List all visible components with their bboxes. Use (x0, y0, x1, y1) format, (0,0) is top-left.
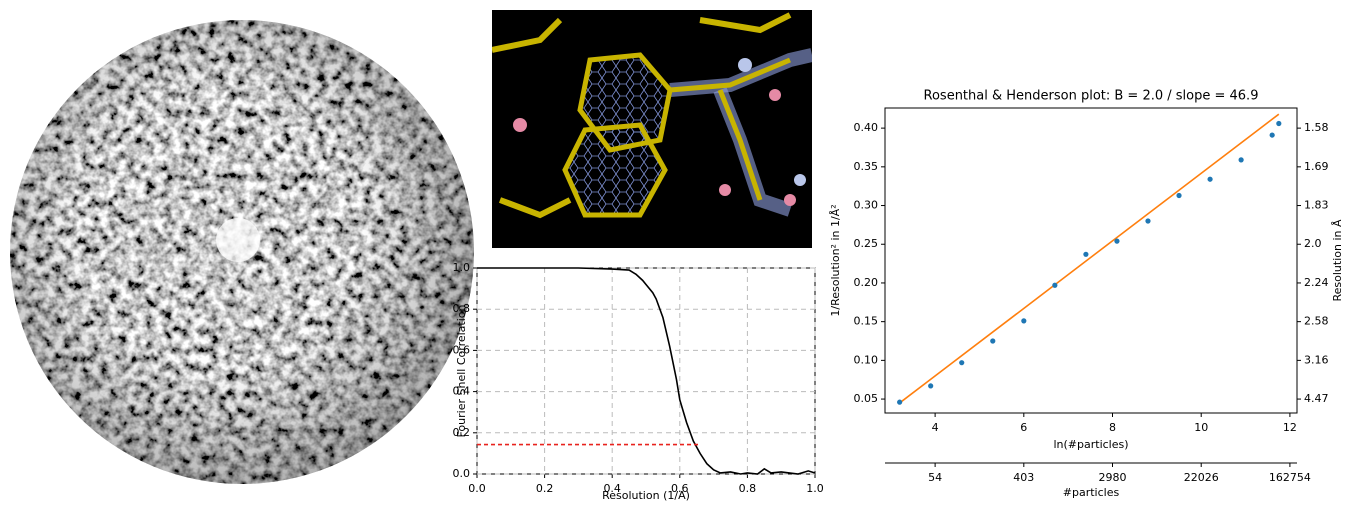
fit-line (899, 113, 1280, 404)
data-point (1176, 192, 1182, 199)
x-axis-label: ln(#particles) (1053, 438, 1128, 451)
x-tick-label: 0.8 (739, 482, 757, 495)
fsc-line (477, 267, 816, 475)
data-point (1276, 120, 1282, 127)
data-point (928, 383, 934, 389)
x-tick-label: 0.2 (536, 482, 554, 495)
y2-tick-label: 1.83 (1304, 199, 1329, 212)
plot-frame (476, 267, 816, 475)
x-tick-label: 0.0 (468, 482, 486, 495)
y-tick-label: 0.6 (453, 343, 471, 356)
density-image (492, 10, 812, 248)
data-point (990, 338, 996, 344)
map-rendering (10, 20, 474, 484)
y-tick-label: 0.4 (453, 385, 471, 398)
y-tick-label: 0.35 (854, 160, 879, 173)
y-tick-label: 0.25 (854, 237, 879, 250)
x2-tick-label: 403 (1013, 471, 1034, 484)
y-tick-label: 0.8 (453, 302, 471, 315)
x-tick-label: 1.0 (806, 482, 824, 495)
data-point (1269, 132, 1275, 138)
x-tick-label: 4 (932, 421, 939, 434)
data-point (1207, 176, 1213, 182)
charts: 0.0 0.2 0.4 0.6 0.8 1.0 0.0 0.2 0.4 0.6 0.8 1.0 Reso… (453, 89, 1345, 503)
plot-frame (884, 107, 1298, 414)
y2-axis-label: Resolution in Å (1331, 219, 1344, 301)
y2-tick-label: 2.24 (1304, 276, 1329, 289)
y-tick-label: 0.30 (854, 199, 879, 212)
x-tick-label: 10 (1194, 421, 1208, 434)
y-tick-label: 0.15 (854, 315, 879, 328)
y2-tick-label: 2.0 (1304, 237, 1322, 250)
x2-tick-label: 22026 (1184, 471, 1219, 484)
x-tick-label: 0.4 (603, 482, 621, 495)
x-tick-label: 8 (1109, 421, 1116, 434)
y-tick-label: 1.0 (453, 261, 471, 274)
x-tick-label: 12 (1283, 421, 1297, 434)
y-axis-label: 1/Resolution² in 1/Å² (829, 204, 842, 316)
y2-tick-label: 1.58 (1304, 121, 1329, 134)
chart-title: Rosenthal & Henderson plot: B = 2.0 / sl… (924, 89, 1259, 104)
data-point (1114, 238, 1120, 244)
x-tick-label: 0.6 (671, 482, 689, 495)
y-tick-label: 0.10 (854, 353, 879, 366)
x2-tick-label: 54 (928, 471, 942, 484)
data-point (1052, 282, 1058, 288)
x2-tick-label: 2980 (1099, 471, 1127, 484)
y2-tick-label: 1.69 (1304, 160, 1329, 173)
y-tick-label: 0.2 (453, 426, 471, 439)
x2-axis-label: #particles (1063, 486, 1120, 499)
x2-tick-label: 162754 (1269, 471, 1311, 484)
data-point (897, 399, 903, 405)
y-tick-label: 0.05 (854, 392, 879, 405)
y2-tick-label: 2.58 (1304, 315, 1329, 328)
data-point (1021, 318, 1027, 324)
data-point (1145, 218, 1151, 224)
y-tick-label: 0.40 (854, 121, 879, 134)
x-tick-label: 6 (1020, 421, 1027, 434)
x-axis-label: Resolution (1/A) (602, 489, 690, 502)
y-tick-label: 0.20 (854, 276, 879, 289)
data-point (1083, 251, 1089, 257)
data-point (959, 360, 965, 366)
y-tick-label: 0.0 (453, 467, 471, 480)
data-point (1238, 157, 1244, 163)
y-axis-label: Fourier Shell Correlation (455, 304, 468, 437)
y2-tick-label: 4.47 (1304, 392, 1329, 405)
y2-tick-label: 3.16 (1304, 353, 1329, 366)
